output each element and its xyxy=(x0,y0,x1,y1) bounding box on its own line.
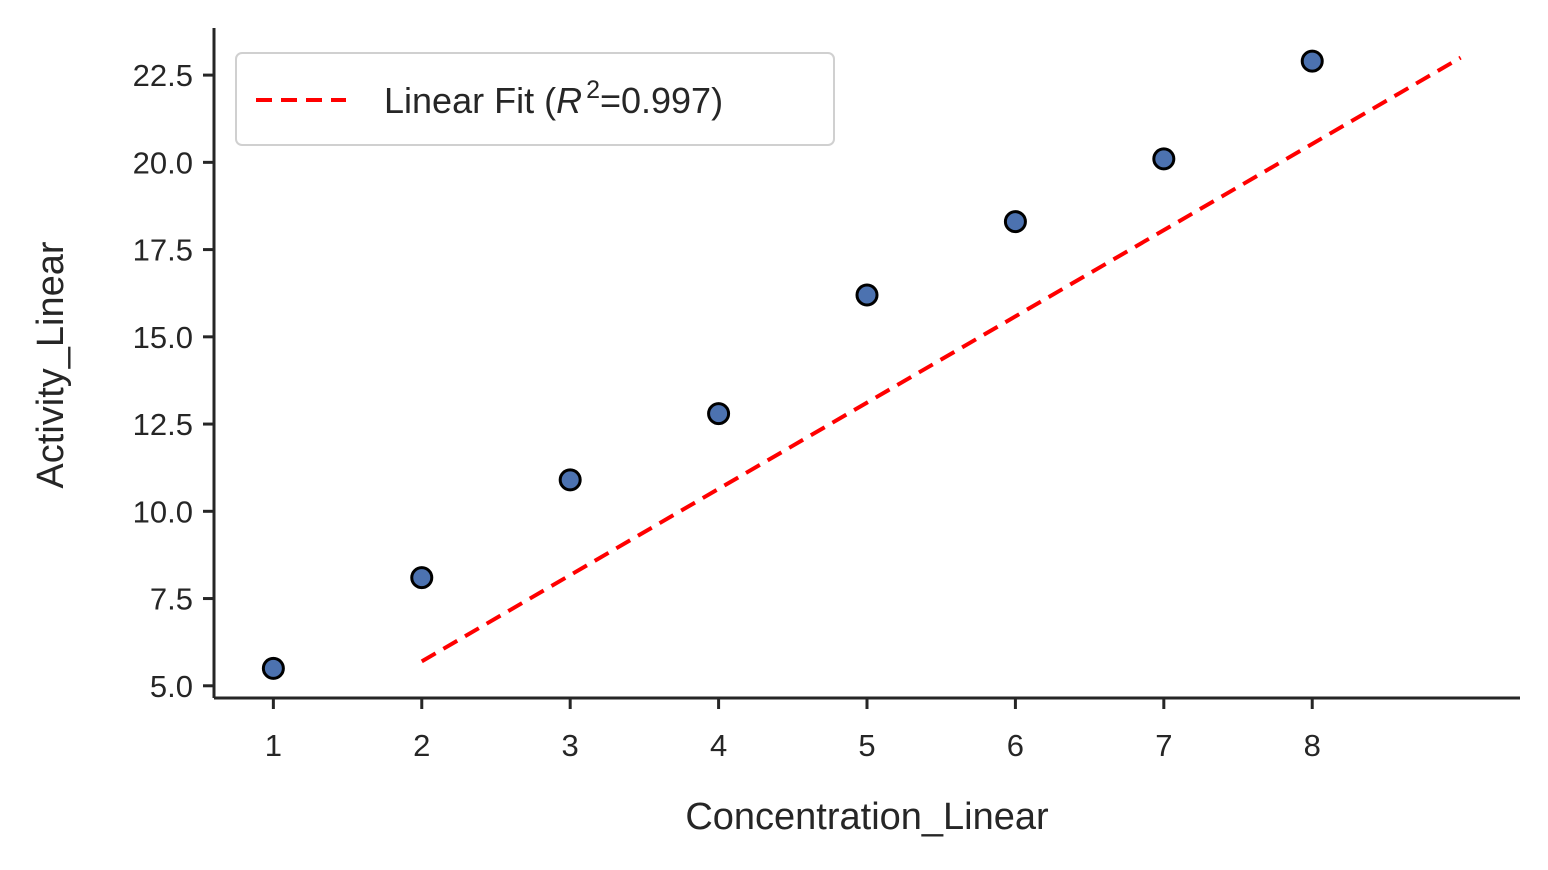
x-tick-label: 6 xyxy=(1007,728,1024,763)
y-tick-label: 10.0 xyxy=(133,494,193,529)
legend-label-math: R xyxy=(556,80,582,121)
y-tick-label: 7.5 xyxy=(150,582,193,617)
fit-line-layer xyxy=(420,55,1462,664)
scatter-point xyxy=(1300,49,1324,73)
x-tick-label: 7 xyxy=(1155,728,1172,763)
scatter-point xyxy=(261,656,285,680)
legend-label-sup: 2 xyxy=(586,76,600,104)
scatter-points-layer xyxy=(261,49,1324,680)
x-axis-label: Concentration_Linear xyxy=(685,796,1049,838)
scatter-point xyxy=(410,566,434,590)
y-ticks: 5.0 7.5 10.0 12.5 15.0 17.5 20.0 22.5 xyxy=(133,58,214,704)
y-tick-label: 5.0 xyxy=(150,669,193,704)
linear-fit-line xyxy=(420,55,1462,664)
x-tick-label: 5 xyxy=(858,728,875,763)
legend-label-fit: Linear Fit (R 2=0.997) xyxy=(384,76,723,121)
x-tick-label: 8 xyxy=(1304,728,1321,763)
y-tick-label: 15.0 xyxy=(133,320,193,355)
scatter-point xyxy=(558,468,582,492)
x-tick-label: 4 xyxy=(710,728,727,763)
legend: Linear Fit (R 2=0.997) xyxy=(235,52,835,146)
y-axis-label: Activity_Linear xyxy=(30,241,72,488)
x-tick-label: 1 xyxy=(265,728,282,763)
scatter-point xyxy=(1152,147,1176,171)
scatter-point xyxy=(707,402,731,426)
legend-box xyxy=(235,52,835,146)
x-ticks: 1 2 3 4 5 6 7 8 xyxy=(265,698,1321,763)
scatter-point xyxy=(855,283,879,307)
x-tick-label: 3 xyxy=(562,728,579,763)
legend-label-prefix: Linear Fit ( xyxy=(384,80,556,121)
x-tick-label: 2 xyxy=(413,728,430,763)
legend-label-suffix: =0.997) xyxy=(600,80,723,121)
y-tick-label: 17.5 xyxy=(133,233,193,268)
y-tick-label: 20.0 xyxy=(133,145,193,180)
y-tick-label: 22.5 xyxy=(133,58,193,93)
y-tick-label: 12.5 xyxy=(133,407,193,442)
scatter-point xyxy=(1003,210,1027,234)
